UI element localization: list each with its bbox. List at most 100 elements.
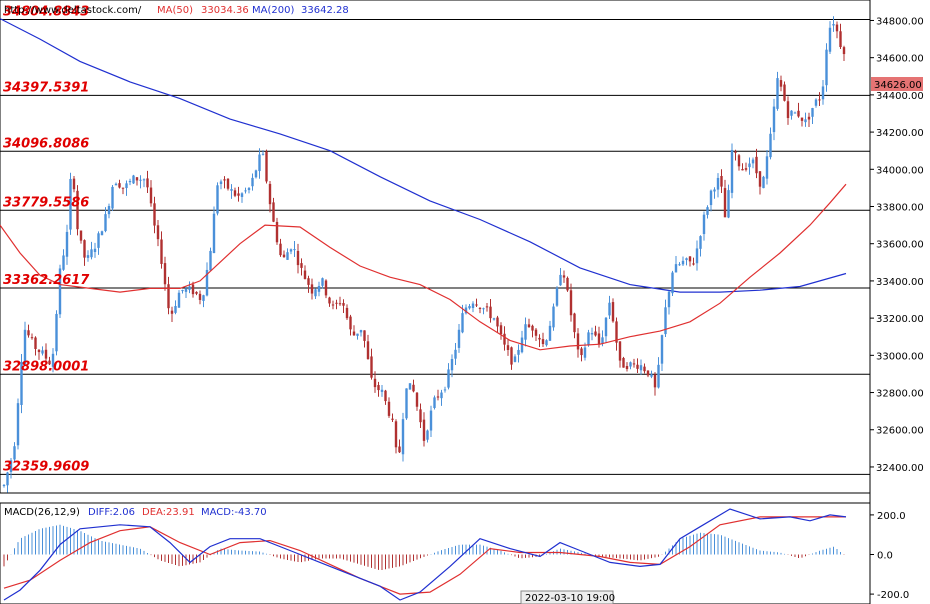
level-labels: 34804.8843 34397.5391 34096.8086 33779.5586… [3, 5, 90, 475]
candle-body [709, 190, 713, 206]
candle-body [800, 117, 804, 121]
candle-body [489, 306, 492, 319]
y-tick-label: 34600.00 [876, 54, 924, 65]
candle-body [97, 233, 100, 248]
candle-body [188, 286, 191, 290]
candle-body [520, 337, 524, 353]
candle-body [408, 383, 412, 390]
candle-body [611, 302, 615, 322]
candle-body [758, 171, 762, 187]
candle-body [6, 472, 9, 486]
candle-body [356, 333, 359, 336]
candle-body [464, 307, 468, 314]
candle-body [646, 370, 650, 376]
candle-body [30, 337, 34, 339]
current-price: 34626.00 [874, 80, 922, 91]
candle-body [776, 78, 779, 109]
ma200-value: 33642.28 [301, 5, 349, 16]
candle-body [835, 24, 839, 32]
candle-body [482, 308, 485, 310]
y-tick-label: 33600.00 [876, 240, 924, 251]
candle-body [762, 176, 765, 189]
candle-body [569, 290, 573, 316]
candle-body [142, 179, 146, 181]
candle-body [198, 293, 202, 300]
candle-body [342, 303, 345, 306]
candle-body [149, 187, 153, 204]
candle-body [825, 49, 828, 86]
candle-body [398, 446, 401, 453]
candle-body [475, 304, 478, 306]
candle-body [545, 340, 548, 346]
macd-tick-label: -200.0 [877, 590, 909, 601]
candle-body [34, 337, 37, 350]
candle-body [772, 106, 776, 133]
candle-body [251, 177, 254, 187]
candle-body [62, 255, 65, 270]
candle-body [576, 333, 580, 350]
candle-body [258, 154, 261, 172]
ma50-line-group [0, 183, 847, 351]
candle-body [426, 430, 429, 440]
candle-body [573, 313, 576, 333]
candle-body [765, 156, 769, 179]
candle-body [55, 313, 58, 352]
candle-body [506, 345, 510, 350]
candle-body [352, 331, 356, 336]
candle-body [706, 207, 709, 215]
candle-body [146, 178, 149, 188]
candle-body [786, 101, 790, 119]
y-tick-label: 33000.00 [876, 351, 924, 362]
candle-body [629, 362, 632, 367]
candle-body [695, 248, 699, 264]
candle-body [692, 263, 695, 265]
candle-body [832, 24, 835, 26]
candle-body [160, 239, 163, 264]
candle-body [9, 460, 13, 472]
macd-dea: DEA:23.91 [142, 507, 195, 518]
candle-body [261, 153, 265, 155]
candle-body [79, 230, 83, 241]
candle-body [380, 389, 384, 392]
candle-body [839, 31, 842, 48]
candle-body [121, 187, 125, 189]
candle-body [534, 329, 538, 336]
candle-body [405, 388, 408, 419]
candle-body [41, 350, 44, 354]
candle-body [324, 280, 328, 296]
candle-body [650, 374, 653, 377]
candle-body [111, 186, 114, 209]
candle-body [373, 378, 377, 388]
candle-body [366, 341, 370, 360]
candle-body [275, 221, 279, 243]
candle-body [314, 289, 317, 297]
candle-body [303, 270, 307, 279]
candle-body [783, 84, 786, 101]
candle-body [450, 359, 454, 371]
candle-body [436, 396, 440, 398]
candle-body [202, 295, 205, 301]
y-tick-label: 33400.00 [876, 277, 924, 288]
candle-body [440, 392, 443, 399]
candle-body [415, 392, 419, 407]
macd-diff: DIFF:2.06 [88, 507, 135, 518]
candle-body [454, 349, 457, 359]
candle-body [335, 302, 338, 304]
candle-body [422, 419, 426, 441]
candle-body [660, 335, 664, 364]
candle-body [639, 365, 643, 371]
candle-body [643, 366, 646, 372]
candle-body [345, 307, 349, 319]
candle-body [100, 231, 104, 236]
candle-body [44, 349, 48, 359]
candle-body [632, 363, 636, 365]
site-url[interactable]: http://www.deltastock.com/ [4, 5, 142, 16]
candle-body [307, 278, 310, 285]
candle-body [664, 307, 667, 335]
candle-body [741, 169, 744, 171]
candle-body [601, 337, 604, 344]
candle-body [90, 249, 93, 258]
price-panel [0, 0, 871, 494]
candle-body [76, 190, 79, 230]
candle-body [58, 268, 62, 315]
